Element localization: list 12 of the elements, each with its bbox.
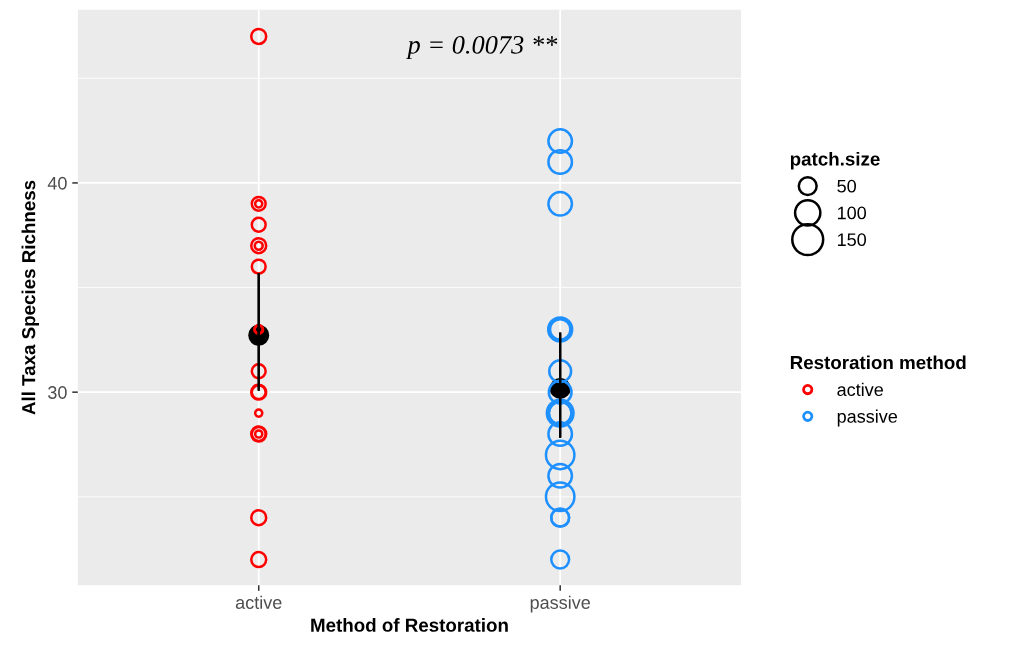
legend-label: 100	[837, 206, 867, 220]
y-axis-title: All Taxa Species Richness	[21, 180, 40, 415]
x-axis-title: Method of Restoration	[311, 618, 508, 632]
y-tick-label: 30	[48, 386, 67, 399]
text: patch.size	[790, 151, 880, 170]
y-tick-label: 40	[47, 176, 67, 190]
legend-label: active	[837, 382, 883, 397]
legend-label: passive	[837, 409, 898, 427]
legend-label: 50	[837, 179, 856, 193]
legend-label: 150	[837, 233, 867, 247]
legend-title: Restoration method	[790, 355, 966, 370]
annotation: p = 0.0073 **	[405, 35, 558, 60]
